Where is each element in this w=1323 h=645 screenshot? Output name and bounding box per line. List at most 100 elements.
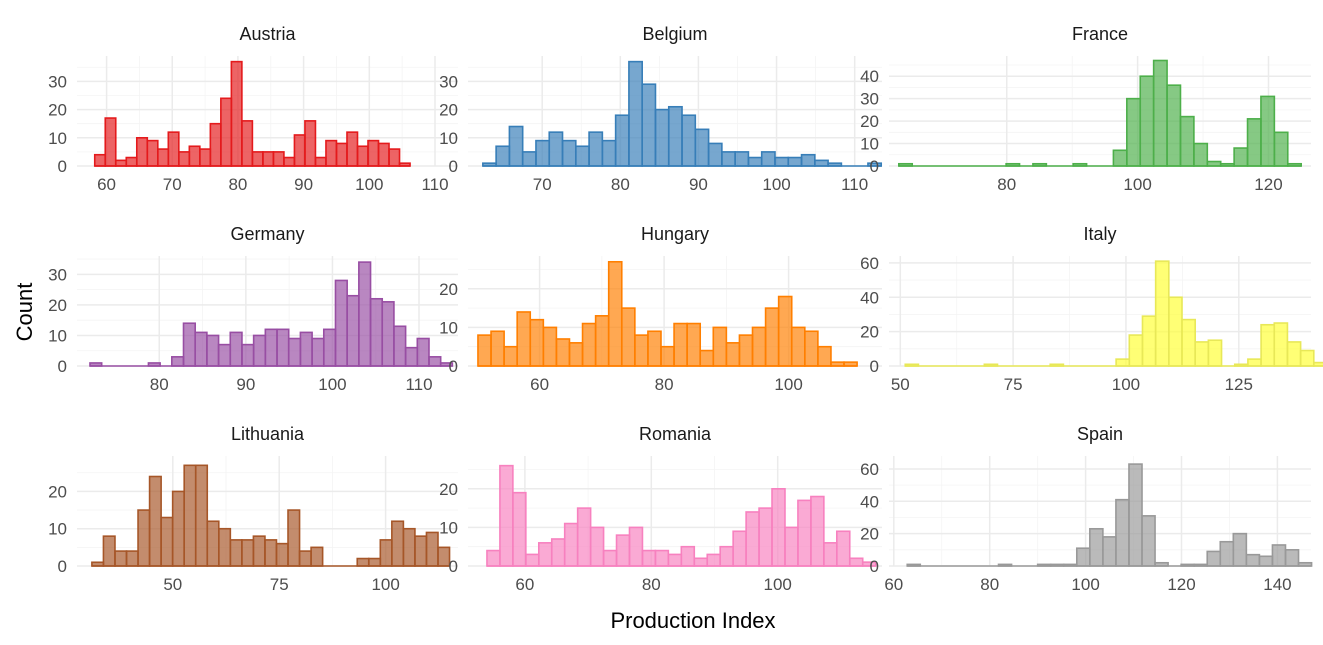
histogram-bar (814, 159, 829, 167)
histogram-bar (1260, 95, 1276, 167)
histogram-bar (241, 539, 255, 567)
histogram-bar (93, 153, 107, 167)
histogram-bar (356, 557, 370, 567)
histogram-bar (428, 356, 442, 367)
histogram-bar (346, 294, 360, 367)
histogram-bar (156, 148, 170, 167)
y-tick-label: 10 (48, 129, 67, 148)
histogram-bar (790, 326, 806, 367)
histogram-bar (712, 326, 728, 367)
histogram-bar (391, 520, 405, 567)
histogram-bar (1128, 463, 1143, 567)
y-tick-label: 30 (860, 90, 879, 109)
histogram-bar (1128, 334, 1144, 367)
histogram-bar (283, 156, 296, 167)
histogram-bar (311, 337, 325, 367)
histogram-bar (660, 345, 675, 367)
histogram-bar (1194, 341, 1210, 367)
histogram-bar (230, 60, 243, 167)
facet-label-germany: Germany (230, 224, 304, 244)
y-tick-label: 30 (48, 265, 67, 284)
histogram-bar (667, 553, 683, 567)
histogram-bar (588, 131, 604, 167)
histogram-bar (272, 151, 285, 167)
histogram-bar (521, 151, 537, 167)
histogram-bar (601, 139, 617, 167)
histogram-bar (1232, 532, 1248, 567)
histogram-bar (529, 318, 545, 367)
histogram-bar (1258, 555, 1274, 567)
histogram-bar (146, 139, 159, 167)
facet-label-austria: Austria (239, 24, 296, 44)
histogram-bar (299, 331, 313, 367)
facet-label-france: France (1072, 24, 1128, 44)
y-tick-label: 10 (439, 129, 458, 148)
histogram-bar (217, 343, 232, 367)
histogram-bar (304, 120, 317, 167)
histogram-bar (694, 128, 710, 167)
x-tick-label: 100 (1123, 175, 1151, 194)
x-tick-label: 80 (611, 175, 630, 194)
histogram-bar (719, 545, 734, 567)
x-tick-label: 110 (841, 175, 868, 194)
histogram-bar (322, 328, 337, 367)
histogram-bar (745, 511, 760, 567)
y-tick-label: 30 (439, 72, 458, 91)
x-tick-label: 70 (163, 175, 182, 194)
histogram-bar (548, 131, 564, 167)
histogram-bar (1075, 547, 1091, 567)
histogram-bar (751, 326, 767, 367)
y-tick-label: 0 (449, 357, 458, 376)
x-tick-label: 60 (530, 375, 549, 394)
histogram-bar (251, 151, 264, 167)
histogram-bar (125, 550, 139, 567)
histogram-bar (194, 464, 209, 567)
histogram-bar (367, 557, 382, 567)
histogram-bar (160, 516, 174, 567)
histogram-bar (574, 145, 590, 167)
histogram-bar (615, 534, 631, 567)
histogram-bar (641, 83, 657, 167)
histogram-bar (1207, 339, 1223, 367)
facet-label-belgium: Belgium (642, 24, 707, 44)
histogram-bar (218, 527, 232, 567)
x-tick-label: 90 (689, 175, 708, 194)
histogram-bar (823, 542, 838, 567)
histogram-bar (542, 326, 558, 367)
histogram-bar (206, 334, 220, 367)
x-tick-label: 140 (1263, 575, 1291, 594)
histogram-bar (1233, 147, 1249, 167)
y-tick-label: 20 (860, 112, 879, 131)
histogram-bar (402, 527, 416, 567)
histogram-bar (171, 490, 185, 567)
histogram-bar (171, 356, 185, 367)
histogram-bar (764, 307, 780, 367)
histogram-bar (1286, 341, 1302, 367)
y-tick-label: 20 (439, 280, 458, 299)
histogram-bar (1246, 118, 1262, 167)
x-tick-label: 80 (980, 575, 999, 594)
histogram-bar (1206, 550, 1222, 567)
histogram-bar (486, 549, 501, 567)
x-tick-label: 70 (533, 175, 552, 194)
y-tick-label: 20 (48, 482, 67, 501)
x-tick-label: 90 (294, 175, 313, 194)
histogram-bar (125, 156, 138, 167)
y-tick-label: 0 (58, 357, 67, 376)
y-tick-label: 20 (439, 101, 458, 120)
facet-label-hungary: Hungary (641, 224, 709, 244)
histogram-bar (377, 142, 390, 167)
histogram-bar (800, 153, 816, 167)
y-tick-label: 10 (439, 518, 458, 537)
histogram-bar (393, 325, 407, 367)
histogram-bar (1112, 149, 1128, 167)
y-tick-label: 40 (860, 492, 879, 511)
histogram-bar (262, 151, 275, 167)
histogram-bar (356, 145, 369, 167)
histogram-bar (1247, 358, 1262, 367)
histogram-bar (641, 549, 657, 567)
x-tick-label: 75 (270, 575, 289, 594)
histogram-bar (188, 145, 201, 167)
histogram-bar (1271, 544, 1287, 567)
histogram-bar (568, 342, 584, 367)
